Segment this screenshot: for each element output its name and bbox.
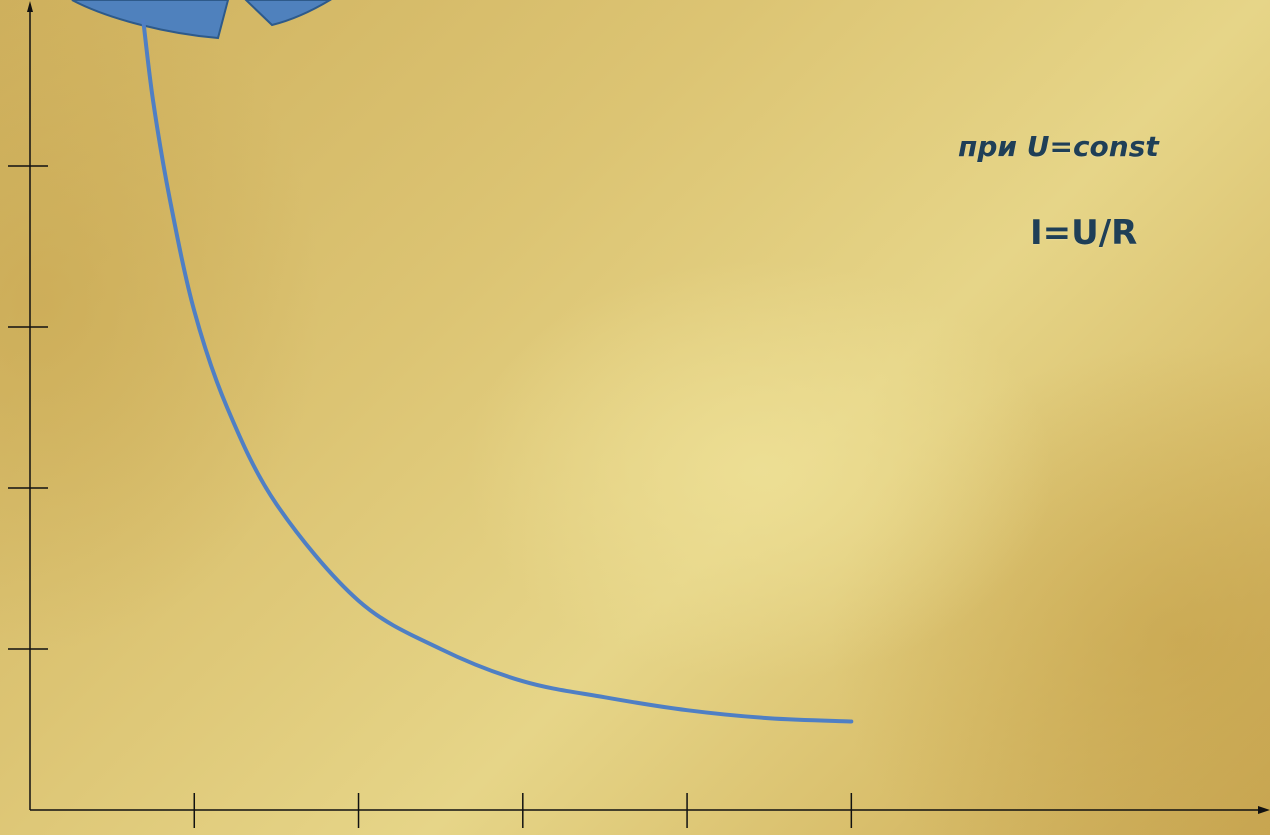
- condition-annotation: при U=const: [958, 130, 1159, 163]
- x-axis-arrow: [1258, 806, 1270, 814]
- blue-shape-right: [244, 0, 332, 27]
- y-axis-arrow: [27, 1, 33, 12]
- formula-annotation: I=U/R: [1030, 213, 1138, 253]
- axis-ticks: [8, 165, 853, 828]
- blue-decoration-shapes: [71, 0, 332, 40]
- axes: [27, 1, 1270, 814]
- series-line-1: [141, 19, 854, 724]
- blue-shape-left: [71, 0, 230, 40]
- series-group: [141, 19, 854, 724]
